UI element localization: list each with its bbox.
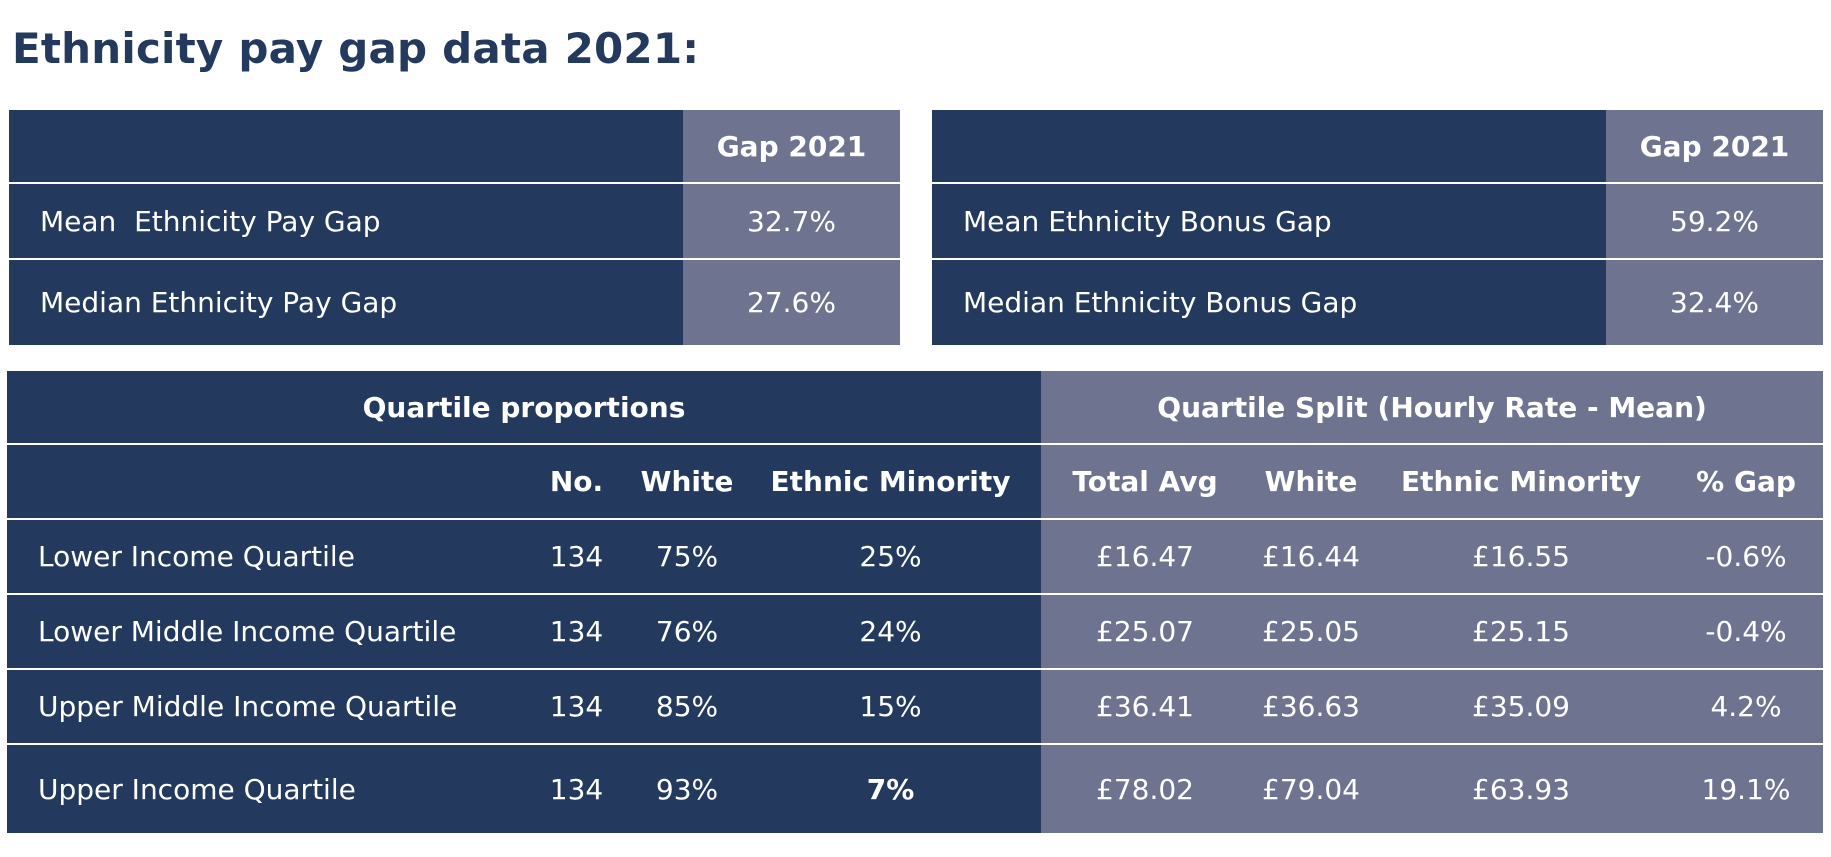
quartile-pct-gap: 4.2% [1669,669,1824,745]
quartile-white: 93% [634,744,740,833]
quartile-split-white: £36.63 [1249,669,1374,745]
quartile-name-header-blank [7,444,519,520]
table-row: Upper Income Quartile 134 93% 7% £78.02 … [7,744,1824,833]
table-row: Upper Middle Income Quartile 134 85% 15%… [7,669,1824,745]
table-row: Median Ethnicity Bonus Gap 32.4% [932,259,1823,345]
quartile-split-ethnic-minority: £63.93 [1373,744,1670,833]
quartile-split-ethnic-minority: £35.09 [1373,669,1670,745]
quartile-group-header-row: Quartile proportions Quartile Split (Hou… [7,371,1824,445]
quartile-name: Lower Income Quartile [7,519,519,595]
quartile-name: Lower Middle Income Quartile [7,594,519,670]
table-row: Lower Middle Income Quartile 134 76% 24%… [7,594,1824,670]
quartile-proportions-header: Quartile proportions [7,371,1042,445]
table-row: Mean Ethnicity Bonus Gap 59.2% [932,183,1823,260]
quartile-ethnic-minority: 15% [740,669,1042,745]
col-header-split-ethnic-minority: Ethnic Minority [1373,444,1670,520]
quartile-column-header-row: No. White Ethnic Minority Total Avg Whit… [7,444,1824,520]
quartile-total-avg: £25.07 [1041,594,1250,670]
col-header-no: No. [519,444,634,520]
pay-gap-header: Gap 2021 [683,110,900,184]
bonus-gap-table: Gap 2021 Mean Ethnicity Bonus Gap 59.2% … [932,110,1823,345]
mean-bonus-gap-value: 59.2% [1606,183,1823,260]
quartile-total-avg: £16.47 [1041,519,1250,595]
table-row: Mean Ethnicity Pay Gap 32.7% [9,183,900,260]
quartile-pct-gap: -0.4% [1669,594,1824,670]
quartile-white: 76% [634,594,740,670]
pay-gap-header-blank [9,110,683,184]
table-row: Lower Income Quartile 134 75% 25% £16.47… [7,519,1824,595]
col-header-pct-gap: % Gap [1669,444,1824,520]
quartile-split-white: £25.05 [1249,594,1374,670]
quartile-table: Quartile proportions Quartile Split (Hou… [7,371,1824,833]
bonus-gap-header-blank [932,110,1606,184]
quartile-white: 75% [634,519,740,595]
quartile-no: 134 [519,519,634,595]
col-header-white: White [634,444,740,520]
quartile-total-avg: £36.41 [1041,669,1250,745]
mean-pay-gap-value: 32.7% [683,183,900,260]
quartile-split-ethnic-minority: £25.15 [1373,594,1670,670]
table-row: Median Ethnicity Pay Gap 27.6% [9,259,900,345]
quartile-name: Upper Income Quartile [7,744,519,833]
quartile-no: 134 [519,669,634,745]
quartile-pct-gap: -0.6% [1669,519,1824,595]
quartile-name: Upper Middle Income Quartile [7,669,519,745]
median-bonus-gap-value: 32.4% [1606,259,1823,345]
bonus-gap-header-row: Gap 2021 [932,110,1823,184]
quartile-pct-gap: 19.1% [1669,744,1824,833]
quartile-ethnic-minority: 7% [740,744,1042,833]
page-title: Ethnicity pay gap data 2021: [12,24,700,73]
quartile-split-white: £16.44 [1249,519,1374,595]
mean-bonus-gap-label: Mean Ethnicity Bonus Gap [932,183,1606,260]
quartile-no: 134 [519,594,634,670]
col-header-ethnic-minority: Ethnic Minority [740,444,1042,520]
median-bonus-gap-label: Median Ethnicity Bonus Gap [932,259,1606,345]
pay-gap-header-row: Gap 2021 [9,110,900,184]
pay-gap-table: Gap 2021 Mean Ethnicity Pay Gap 32.7% Me… [9,110,900,345]
col-header-total-avg: Total Avg [1041,444,1250,520]
quartile-ethnic-minority: 25% [740,519,1042,595]
median-pay-gap-value: 27.6% [683,259,900,345]
quartile-ethnic-minority: 24% [740,594,1042,670]
quartile-split-white: £79.04 [1249,744,1374,833]
quartile-white: 85% [634,669,740,745]
bonus-gap-header: Gap 2021 [1606,110,1823,184]
quartile-no: 134 [519,744,634,833]
quartile-split-ethnic-minority: £16.55 [1373,519,1670,595]
quartile-total-avg: £78.02 [1041,744,1250,833]
median-pay-gap-label: Median Ethnicity Pay Gap [9,259,683,345]
mean-pay-gap-label: Mean Ethnicity Pay Gap [9,183,683,260]
col-header-split-white: White [1249,444,1374,520]
quartile-split-header: Quartile Split (Hourly Rate - Mean) [1041,371,1824,445]
